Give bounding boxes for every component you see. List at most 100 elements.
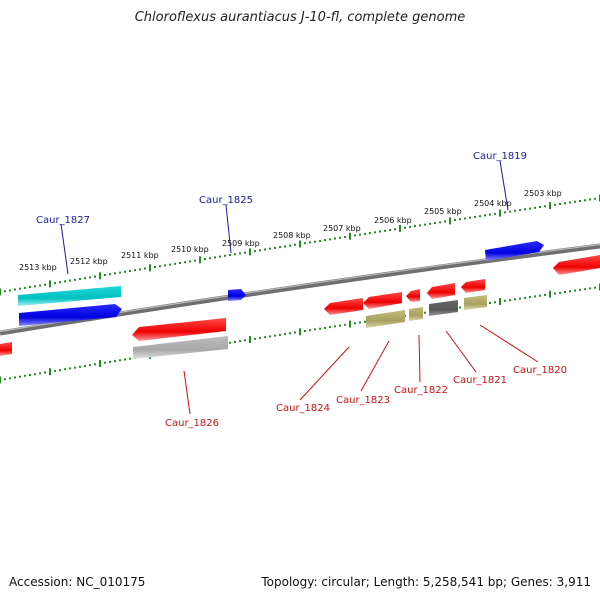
scale-minor-tick: [194, 259, 196, 262]
gene-label-caur-1821[interactable]: Caur_1821: [453, 375, 507, 386]
tick-label: 2503 kbp: [524, 189, 562, 198]
scale-labels: 2513 kbp 2512 kbp 2511 kbp 2510 kbp 2509…: [19, 189, 562, 272]
scale-minor-tick: [109, 360, 111, 363]
scale-minor-tick: [289, 244, 291, 247]
scale-minor-tick: [539, 294, 541, 297]
gene-arrow[interactable]: [461, 279, 485, 293]
scale-minor-tick: [524, 296, 526, 299]
scale-minor-tick: [329, 326, 331, 329]
scale-minor-tick: [129, 357, 131, 360]
gene-label-caur-1824[interactable]: Caur_1824: [276, 403, 330, 414]
scale-minor-tick: [304, 242, 306, 245]
scale-minor-tick: [104, 361, 106, 364]
gene-arrow[interactable]: [0, 342, 12, 356]
gene-arrow[interactable]: [427, 283, 455, 299]
gene-arrow[interactable]: [228, 289, 246, 301]
gene-arrow[interactable]: [553, 255, 600, 275]
scale-minor-tick: [594, 197, 596, 200]
scale-minor-tick: [479, 215, 481, 218]
scale-major-tick: [99, 272, 101, 280]
gene-arrow[interactable]: [363, 292, 402, 309]
gene-arrow[interactable]: [406, 289, 420, 302]
scale-major-tick: [49, 280, 51, 288]
scale-major-tick: [449, 217, 451, 225]
scale-minor-tick: [364, 320, 366, 323]
scale-minor-tick: [74, 278, 76, 281]
scale-minor-tick: [234, 253, 236, 256]
scale-minor-tick: [114, 360, 116, 363]
gene-arrow[interactable]: [324, 298, 363, 315]
scale-minor-tick: [504, 299, 506, 302]
scale-minor-tick: [439, 221, 441, 224]
scale-major-tick: [549, 202, 551, 209]
scale-minor-tick: [394, 228, 396, 231]
scale-minor-tick: [64, 280, 66, 283]
tick-label: 2512 kbp: [70, 257, 108, 266]
gene-arrow[interactable]: [464, 295, 487, 310]
scale-minor-tick: [504, 211, 506, 214]
scale-minor-tick: [129, 270, 131, 272]
forward-leaders: [60, 160, 509, 275]
gene-label-caur-1823[interactable]: Caur_1823: [336, 395, 390, 406]
scale-minor-tick: [264, 336, 266, 339]
forward-genes: [18, 241, 544, 326]
scale-minor-tick: [539, 206, 541, 208]
scale-minor-tick: [554, 203, 556, 206]
scale-minor-tick: [314, 328, 316, 331]
scale-minor-tick: [254, 250, 256, 253]
scale-minor-tick: [269, 335, 271, 338]
scale-minor-tick: [19, 287, 21, 290]
scale-minor-tick: [64, 368, 66, 371]
scale-minor-tick: [414, 225, 416, 228]
scale-minor-tick: [559, 291, 561, 294]
scale-minor-tick: [514, 298, 516, 301]
scale-minor-tick: [119, 271, 121, 274]
scale-minor-tick: [319, 239, 321, 242]
scale-minor-tick: [144, 267, 146, 270]
scale-major-tick: [299, 328, 301, 336]
gene-arrow[interactable]: [409, 307, 423, 321]
scale-minor-tick: [229, 254, 231, 256]
scale-minor-tick: [274, 334, 276, 337]
scale-minor-tick: [519, 297, 521, 300]
scale-minor-tick: [339, 236, 341, 239]
tick-label: 2513 kbp: [19, 263, 57, 272]
gene-arrow[interactable]: [366, 310, 405, 328]
gene-arrow[interactable]: [132, 318, 226, 341]
scale-minor-tick: [164, 264, 166, 267]
scale-minor-tick: [104, 274, 106, 276]
scale-minor-tick: [359, 233, 361, 236]
gene-arrow[interactable]: [133, 336, 228, 359]
scale-minor-tick: [564, 202, 566, 205]
scale-minor-tick: [244, 339, 246, 342]
scale-minor-tick: [324, 239, 326, 242]
gene-label-caur-1826[interactable]: Caur_1826: [165, 418, 219, 429]
scale-minor-tick: [254, 337, 256, 340]
gene-label-caur-1827[interactable]: Caur_1827: [36, 215, 90, 226]
gene-arrow[interactable]: [485, 241, 544, 261]
scale-minor-tick: [429, 222, 431, 225]
scale-minor-tick: [204, 258, 206, 260]
scale-minor-tick: [74, 366, 76, 369]
tick-label: 2508 kbp: [273, 231, 311, 240]
scale-minor-tick: [234, 340, 236, 343]
scale-minor-tick: [79, 365, 81, 368]
scale-minor-tick: [269, 247, 271, 250]
gene-label-caur-1822[interactable]: Caur_1822: [394, 385, 448, 396]
gene-label-caur-1819[interactable]: Caur_1819: [473, 151, 527, 162]
gene-arrow[interactable]: [18, 286, 121, 306]
scale-minor-tick: [159, 265, 161, 268]
gene-label-caur-1825[interactable]: Caur_1825: [199, 195, 253, 206]
scale-minor-tick: [209, 257, 211, 260]
gene-label-caur-1820[interactable]: Caur_1820: [513, 365, 567, 376]
scale-minor-tick: [484, 214, 486, 217]
scale-minor-tick: [29, 286, 31, 289]
scale-minor-tick: [9, 377, 11, 380]
scale-minor-tick: [239, 252, 241, 255]
tick-label: 2511 kbp: [121, 251, 159, 260]
gene-arrow[interactable]: [429, 300, 458, 316]
reverse-genes: [0, 255, 600, 359]
gene-arrow[interactable]: [19, 304, 122, 326]
scale-minor-tick: [494, 212, 496, 215]
scale-minor-tick: [229, 341, 231, 344]
